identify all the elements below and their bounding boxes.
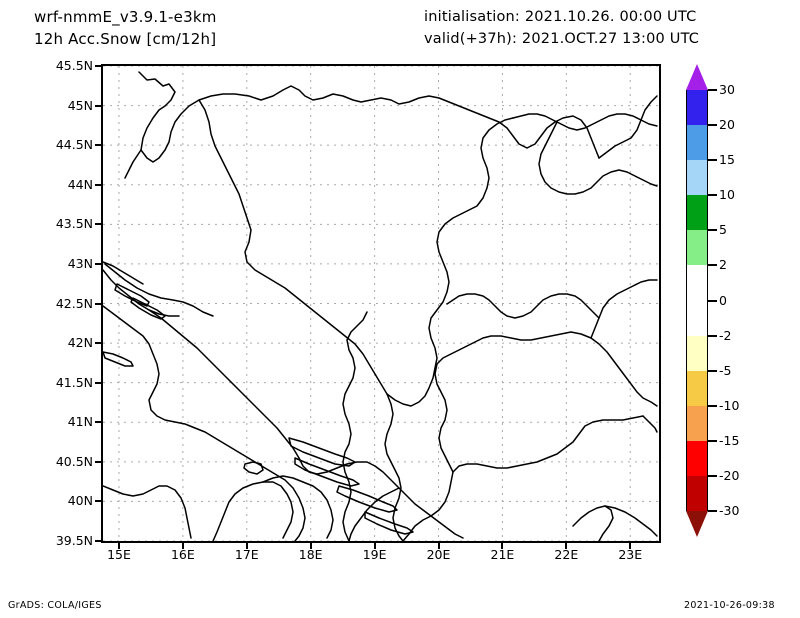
y-axis-tick-label: 45N — [67, 97, 93, 113]
colorbar-tick-label: -5 — [719, 362, 732, 378]
header-right-block: initialisation: 2021.10.26. 00:00 UTC va… — [424, 6, 699, 50]
colorbar-band — [686, 475, 708, 511]
colorbar-tick-mark — [708, 439, 717, 442]
y-axis-tick-label: 44N — [67, 176, 93, 192]
y-axis-tick-mark — [95, 302, 101, 305]
x-axis-tick-label: 15E — [107, 547, 131, 562]
x-axis-tick-mark — [629, 543, 632, 549]
y-axis-tick-mark — [95, 223, 101, 226]
colorbar-tick-mark — [708, 299, 717, 302]
model-title: wrf-nmmE_v3.9.1-e3km — [34, 8, 217, 26]
x-axis-tick-label: 22E — [554, 547, 579, 562]
colorbar-tick-mark — [708, 474, 717, 477]
y-axis-tick-mark — [95, 262, 101, 265]
y-axis-tick-mark — [95, 104, 101, 107]
header-left-block: wrf-nmmE_v3.9.1-e3km 12h Acc.Snow [cm/12… — [34, 6, 217, 50]
initialisation-time: initialisation: 2021.10.26. 00:00 UTC — [424, 9, 697, 25]
y-axis-tick-mark — [95, 540, 101, 542]
y-axis-tick-label: 41N — [67, 414, 93, 430]
colorbar-tick-mark — [708, 229, 717, 232]
render-timestamp: 2021-10-26-09:38 — [684, 600, 775, 611]
colorbar-tick-mark — [708, 124, 717, 127]
colorbar-tick-label: 5 — [719, 222, 727, 238]
y-axis-tick-mark — [95, 144, 101, 147]
colorbar-tick-mark — [708, 334, 717, 337]
map-plot-area[interactable] — [101, 64, 661, 543]
field-title: 12h Acc.Snow [cm/12h] — [34, 30, 217, 48]
colorbar-tick-label: -15 — [719, 432, 740, 448]
y-axis-tick-label: 45.5N — [55, 58, 93, 73]
colorbar-band-below-min — [686, 511, 708, 537]
colorbar-band — [686, 265, 708, 301]
colorbar-tick-mark — [708, 89, 717, 91]
y-axis-tick-label: 43N — [67, 255, 93, 271]
colorbar-band — [686, 300, 708, 336]
x-axis-tick-mark — [309, 543, 312, 549]
y-axis-tick-label: 39.5N — [55, 533, 93, 548]
y-axis-tick-label: 44.5N — [55, 137, 93, 153]
colorbar-band — [686, 160, 708, 196]
colorbar-tick-label: 2 — [719, 257, 727, 273]
x-axis-tick-mark — [437, 543, 440, 549]
colorbar-tick-mark — [708, 159, 717, 162]
y-axis-tick-label: 42.5N — [55, 295, 93, 311]
map-coastlines-and-borders — [103, 71, 658, 541]
x-axis-tick-mark — [181, 543, 184, 549]
colorbar-band-above-max — [686, 64, 708, 90]
colorbar-band — [686, 230, 708, 266]
y-axis-tick-mark — [95, 500, 101, 503]
colorbar-tick-label: -20 — [719, 467, 740, 483]
colorbar-tick-label: 30 — [719, 82, 735, 97]
y-axis-tick-label: 42N — [67, 335, 93, 351]
x-axis-tick-label: 17E — [234, 547, 259, 562]
x-axis-tick-label: 16E — [170, 547, 195, 562]
colorbar-tick-label: 15 — [719, 152, 735, 168]
colorbar-band — [686, 125, 708, 161]
colorbar-band — [686, 370, 708, 406]
x-axis-tick-mark — [565, 543, 568, 549]
y-axis-tick-label: 43.5N — [55, 216, 93, 232]
y-axis-tick-mark — [95, 342, 101, 345]
colorbar-tick-mark — [708, 404, 717, 407]
colorbar-tick-mark — [708, 194, 717, 197]
map-gridlines — [103, 66, 659, 541]
x-axis-tick-mark — [245, 543, 248, 549]
colorbar-band — [686, 90, 708, 126]
colorbar-band — [686, 405, 708, 441]
colorbar-tick-label: 20 — [719, 117, 735, 133]
x-axis-tick-label: 19E — [362, 547, 387, 562]
colorbar-band — [686, 195, 708, 231]
x-axis-tick-mark — [117, 543, 120, 549]
colorbar-band — [686, 335, 708, 371]
x-axis-tick-mark — [501, 543, 504, 549]
y-axis-tick-label: 40.5N — [55, 453, 93, 469]
y-axis-tick-mark — [95, 460, 101, 463]
colorbar-tick-label: -30 — [719, 503, 740, 518]
colorbar-tick-mark — [708, 510, 717, 512]
x-axis-tick-mark — [373, 543, 376, 549]
x-axis-tick-label: 21E — [490, 547, 515, 562]
y-axis-tick-label: 41.5N — [55, 374, 93, 390]
colorbar-tick-mark — [708, 369, 717, 372]
colorbar-tick-label: 10 — [719, 187, 735, 203]
grads-credit: GrADS: COLA/IGES — [8, 600, 102, 611]
colorbar[interactable]: 30 20 15 10 5 2 0 -2 -5 -10 -15 -20 -30 — [686, 64, 739, 537]
colorbar-tick-label: -10 — [719, 397, 740, 413]
y-axis-tick-mark — [95, 65, 101, 67]
colorbar-tick-label: -2 — [719, 327, 732, 343]
colorbar-tick-mark — [708, 264, 717, 267]
x-axis-tick-label: 20E — [426, 547, 451, 562]
colorbar-band — [686, 440, 708, 476]
colorbar-tick-label: 0 — [719, 292, 727, 308]
valid-time: valid(+37h): 2021.OCT.27 13:00 UTC — [424, 31, 700, 47]
x-axis-tick-label: 18E — [298, 547, 323, 562]
y-axis-tick-mark — [95, 183, 101, 186]
x-axis-tick-label: 23E — [618, 547, 643, 562]
y-axis-tick-label: 40N — [67, 493, 93, 509]
y-axis-tick-mark — [95, 421, 101, 424]
y-axis-tick-mark — [95, 381, 101, 384]
